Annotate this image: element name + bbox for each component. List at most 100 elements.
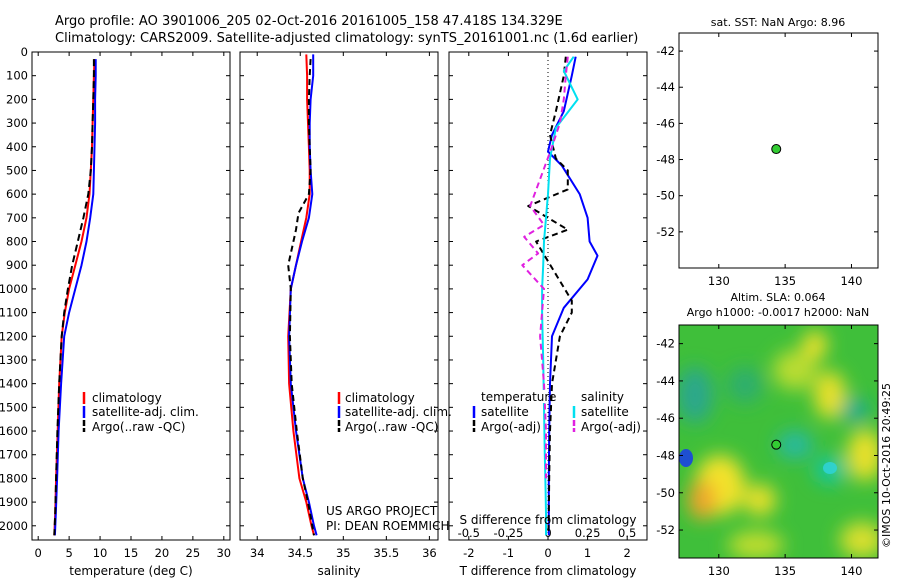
temperature-legend: climatology satellite-adj. clim. Argo(..… xyxy=(82,391,199,434)
map-lat-label: -46 xyxy=(656,411,675,425)
s-diff-tick-label: -0.5 xyxy=(458,526,480,540)
depth-tick-label: 1600 xyxy=(0,424,28,438)
salinity-legend: climatology satellite-adj. clim. Argo(..… xyxy=(326,391,452,533)
x-tick-label: 1 xyxy=(584,546,591,560)
map-lon-label: 130 xyxy=(708,274,730,288)
x-tick-label: 20 xyxy=(155,546,170,560)
sla-map-frame xyxy=(678,324,879,559)
legend-satellite-adj: satellite-adj. clim. xyxy=(345,405,452,419)
sla-heatmap xyxy=(679,325,878,558)
series-line-satellite-adj-clim xyxy=(53,59,97,536)
map-lon-label: 130 xyxy=(708,564,730,578)
imos-credit: ©IMOS 10-Oct-2016 20:49:25 xyxy=(880,383,893,548)
map-lat-label: -52 xyxy=(656,523,675,537)
map-lon-label: 135 xyxy=(774,564,796,578)
map-lat-label: -44 xyxy=(656,374,675,388)
depth-tick-label: 1100 xyxy=(0,306,28,320)
sla-map-title-2: Argo h1000: -0.0017 h2000: NaN xyxy=(687,306,870,319)
sla-map-title-1: Altim. SLA: 0.064 xyxy=(730,291,825,304)
depth-tick-label: 500 xyxy=(6,163,28,177)
depth-tick-label: 700 xyxy=(6,211,28,225)
difference-xlabel: T difference from climatology xyxy=(459,564,637,578)
map-lat-label: -52 xyxy=(656,225,675,239)
map-lon-label: 140 xyxy=(840,274,862,288)
depth-tick-label: 800 xyxy=(6,235,28,249)
x-tick-label: 5 xyxy=(65,546,72,560)
map-lon-label: 135 xyxy=(774,274,796,288)
x-tick-label: 34.5 xyxy=(287,546,313,560)
project-annotation: US ARGO PROJECT xyxy=(326,504,438,518)
difference-series xyxy=(521,52,599,540)
salinity-xlabel: salinity xyxy=(317,564,360,578)
s-diff-tick-label: 0.25 xyxy=(575,526,601,540)
series-line-climatology xyxy=(53,59,96,536)
difference-xlabel-top: S difference from climatology xyxy=(460,513,637,527)
x-tick-label: 2 xyxy=(624,546,631,560)
s-diff-tick-label: -0.25 xyxy=(494,526,524,540)
depth-tick-label: 1300 xyxy=(0,353,28,367)
sst-map-axes: -42 -44 -46 -48 -50 -52 130 135 140 xyxy=(656,33,878,288)
x-tick-label: 30 xyxy=(216,546,231,560)
depth-tick-label: 200 xyxy=(6,92,28,106)
series-line-argo-raw-qc xyxy=(53,59,95,536)
legend-temperature-title: temperature xyxy=(481,390,556,404)
header-line-2: Climatology: CARS2009. Satellite-adjuste… xyxy=(55,31,638,46)
legend-argo: Argo(..raw -QC) xyxy=(92,420,185,434)
depth-tick-label: 300 xyxy=(6,116,28,130)
x-tick-label: 0 xyxy=(35,546,42,560)
header-line-1: Argo profile: AO 3901006_205 02-Oct-2016… xyxy=(55,14,563,29)
series-line-t-argo-adj xyxy=(527,56,573,536)
argo-location-marker xyxy=(771,144,782,155)
pi-annotation: PI: DEAN ROEMMICH xyxy=(326,519,449,533)
x-tick-label: 10 xyxy=(93,546,108,560)
depth-tick-label: 1800 xyxy=(0,471,28,485)
sla-map-points xyxy=(771,439,782,450)
depth-tick-label: 1400 xyxy=(0,377,28,391)
legend-climatology: climatology xyxy=(92,391,162,405)
legend-s-argo: Argo(-adj) xyxy=(581,420,641,434)
argo-location-marker xyxy=(771,439,782,450)
temperature-plot-frame xyxy=(31,51,231,541)
map-lat-label: -42 xyxy=(656,337,675,351)
series-line-argo-raw-qc xyxy=(287,59,315,536)
x-tick-label: 35.5 xyxy=(374,546,400,560)
depth-tick-label: 1700 xyxy=(0,448,28,462)
legend-satellite-adj: satellite-adj. clim. xyxy=(92,405,199,419)
sla-map-axes: -42 -44 -46 -48 -50 -52 130 135 140 xyxy=(656,325,878,578)
series-line-satellite-adj-clim xyxy=(288,54,318,536)
series-line-s-satellite xyxy=(541,56,579,536)
depth-axis: 0 100 200 300 400 500 600 700 800 900 1000 1100 1200… xyxy=(0,45,647,533)
depth-tick-label: 600 xyxy=(6,187,28,201)
depth-tick-label: 400 xyxy=(6,140,28,154)
x-axes: 0 5 10 15 20 25 30 34 34.5 35 35.5 36 -2 -1 0 1 2 -0.5 -0.… xyxy=(35,52,636,560)
map-lon-label: 140 xyxy=(840,564,862,578)
difference-legend: temperature salinity satellite Argo(-adj… xyxy=(472,390,641,434)
map-lat-label: -48 xyxy=(656,153,675,167)
depth-tick-label: 1000 xyxy=(0,282,28,296)
x-tick-label: 25 xyxy=(186,546,201,560)
s-diff-tick-label: 0.5 xyxy=(618,526,636,540)
sst-map-points xyxy=(771,144,782,155)
depth-tick-label: 900 xyxy=(6,258,28,272)
salinity-series xyxy=(287,54,318,536)
x-tick-label: 15 xyxy=(124,546,139,560)
depth-tick-label: 0 xyxy=(21,45,28,59)
legend-climatology: climatology xyxy=(345,391,415,405)
legend-t-argo: Argo(-adj) xyxy=(481,420,541,434)
sst-map-title: sat. SST: NaN Argo: 8.96 xyxy=(711,16,845,29)
legend-argo: Argo(..raw -QC) xyxy=(345,420,438,434)
temperature-series xyxy=(53,59,97,536)
legend-s-satellite: satellite xyxy=(581,405,629,419)
temperature-xlabel: temperature (deg C) xyxy=(69,564,192,578)
map-lat-label: -42 xyxy=(656,44,675,58)
x-tick-label: 36 xyxy=(422,546,437,560)
map-lat-label: -46 xyxy=(656,116,675,130)
map-lat-label: -50 xyxy=(656,189,675,203)
depth-tick-label: 1900 xyxy=(0,495,28,509)
series-line-s-argo-adj xyxy=(521,56,569,479)
map-lat-label: -50 xyxy=(656,486,675,500)
x-tick-label: -1 xyxy=(503,546,514,560)
depth-tick-label: 1200 xyxy=(0,329,28,343)
legend-t-satellite: satellite xyxy=(481,405,529,419)
